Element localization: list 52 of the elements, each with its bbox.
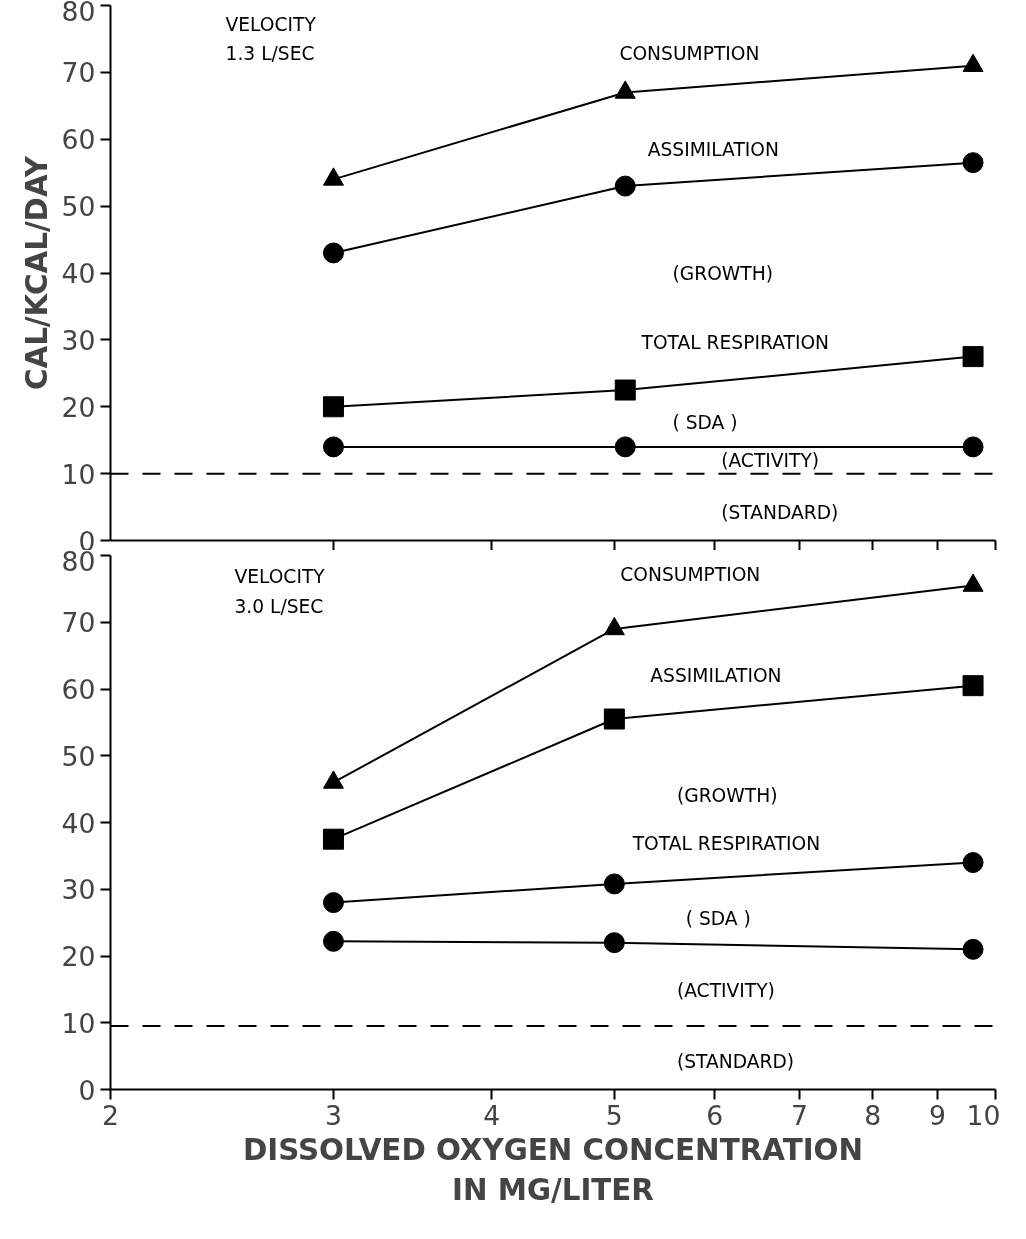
point bbox=[962, 53, 984, 72]
x-tick-label: 7 bbox=[790, 1099, 808, 1131]
y-tick-label: 20 bbox=[61, 941, 96, 972]
annotation: VELOCITY bbox=[234, 566, 326, 588]
annotation: ASSIMILATION bbox=[647, 139, 779, 161]
y-tick-label: 70 bbox=[61, 607, 96, 639]
y-tick-label: 30 bbox=[61, 874, 96, 906]
annotation: (STANDARD) bbox=[721, 501, 839, 523]
y-tick-label: 50 bbox=[61, 740, 96, 772]
annotation: (STANDARD) bbox=[676, 1050, 795, 1072]
annotation: TOTAL RESPIRATION bbox=[640, 332, 830, 354]
annotation: 3.0 L/SEC bbox=[234, 595, 324, 617]
annotation: TOTAL RESPIRATION bbox=[631, 833, 821, 855]
y-tick-label: 80 bbox=[61, 0, 96, 27]
x-tick-label: 5 bbox=[605, 1099, 623, 1131]
x-tick-label: 8 bbox=[864, 1099, 882, 1131]
x-tick-label: 10 bbox=[966, 1099, 1001, 1131]
x-tick-label: 3 bbox=[324, 1099, 342, 1131]
x-tick-label: 4 bbox=[483, 1099, 501, 1131]
point bbox=[322, 242, 344, 264]
y-tick-label: 50 bbox=[61, 191, 96, 223]
annotation: VELOCITY bbox=[225, 13, 317, 35]
y-tick-label: 0 bbox=[78, 1074, 96, 1106]
annotation: ASSIMILATION bbox=[650, 664, 782, 686]
y-tick-label: 10 bbox=[61, 1007, 96, 1039]
y-axis-title: CAL/KCAL/DAY bbox=[19, 155, 54, 391]
point bbox=[962, 346, 984, 368]
point bbox=[322, 436, 344, 458]
annotation: (GROWTH) bbox=[672, 262, 774, 284]
x-tick-label: 9 bbox=[929, 1099, 947, 1131]
y-tick-label: 70 bbox=[61, 57, 96, 89]
y-tick-label: 30 bbox=[61, 324, 96, 356]
y-tick-label: 60 bbox=[61, 124, 96, 156]
x-tick-label: 6 bbox=[706, 1099, 724, 1131]
annotation: 1.3 L/SEC bbox=[225, 43, 315, 65]
annotation: (ACTIVITY) bbox=[676, 979, 775, 1001]
point bbox=[322, 167, 344, 186]
x-tick-label: 2 bbox=[102, 1099, 119, 1131]
annotation: ( SDA ) bbox=[672, 412, 738, 434]
y-tick-label: 40 bbox=[61, 258, 96, 289]
y-tick-label: 10 bbox=[61, 458, 96, 490]
annotation: CONSUMPTION bbox=[619, 43, 760, 65]
x-axis-title: DISSOLVED OXYGEN CONCENTRATION IN MG/LITER bbox=[242, 1132, 864, 1208]
annotation: ( SDA ) bbox=[685, 908, 751, 930]
annotation: (ACTIVITY) bbox=[721, 449, 820, 471]
point bbox=[962, 436, 984, 458]
y-tick-label: 60 bbox=[61, 674, 96, 705]
annotation: (GROWTH) bbox=[676, 785, 778, 807]
point bbox=[322, 396, 344, 418]
annotation: CONSUMPTION bbox=[620, 563, 761, 585]
y-tick-label: 20 bbox=[61, 391, 96, 423]
y-tick-label: 40 bbox=[61, 807, 96, 839]
